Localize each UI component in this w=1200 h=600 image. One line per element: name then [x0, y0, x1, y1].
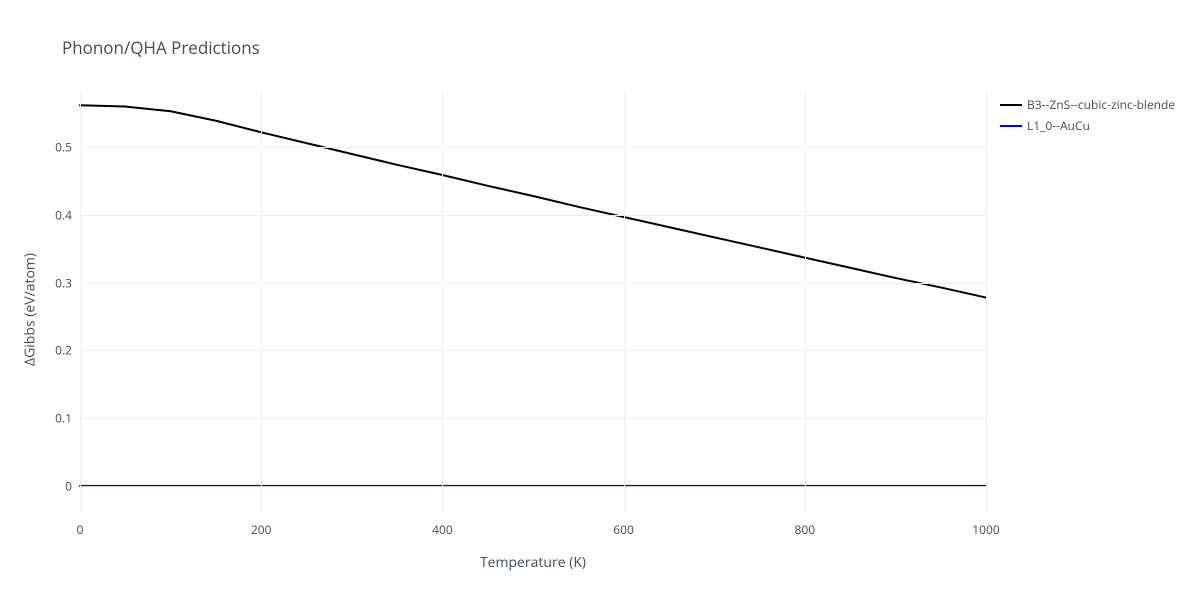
grid-line-v	[442, 93, 443, 513]
x-tick-label: 1000	[972, 521, 999, 538]
x-tick-label: 400	[432, 521, 453, 538]
zero-line	[80, 486, 986, 487]
y-tick-label: 0	[65, 477, 72, 494]
legend-item[interactable]: B3--ZnS--cubic-zinc-blende	[1000, 96, 1175, 113]
grid-line-h	[80, 418, 986, 419]
grid-line-h	[80, 350, 986, 351]
y-axis-title: ΔGibbs (eV/atom)	[21, 253, 40, 366]
x-tick-label: 0	[77, 521, 84, 538]
grid-line-h	[80, 147, 986, 148]
plot-area	[80, 93, 986, 513]
y-tick-label: 0.3	[55, 274, 72, 291]
series-canvas	[80, 93, 986, 513]
grid-line-v	[80, 93, 81, 513]
legend-label: B3--ZnS--cubic-zinc-blende	[1027, 96, 1175, 113]
grid-line-h	[80, 215, 986, 216]
legend-label: L1_0--AuCu	[1027, 117, 1090, 134]
grid-line-v	[261, 93, 262, 513]
x-tick-label: 800	[795, 521, 816, 538]
y-tick-label: 0.5	[55, 139, 72, 156]
chart-title: Phonon/QHA Predictions	[62, 36, 260, 59]
legend: B3--ZnS--cubic-zinc-blende L1_0--AuCu	[1000, 96, 1175, 138]
x-tick-label: 200	[251, 521, 272, 538]
y-tick-label: 0.2	[55, 342, 72, 359]
grid-line-h	[80, 283, 986, 284]
grid-line-v	[986, 93, 987, 513]
x-tick-label: 600	[613, 521, 634, 538]
legend-swatch	[1000, 104, 1022, 106]
y-tick-label: 0.4	[55, 206, 72, 223]
y-tick-label: 0.1	[55, 410, 72, 427]
x-axis-title: Temperature (K)	[480, 553, 586, 572]
grid-line-v	[624, 93, 625, 513]
legend-swatch	[1000, 125, 1022, 127]
grid-line-v	[805, 93, 806, 513]
series-line[interactable]	[80, 105, 986, 297]
legend-item[interactable]: L1_0--AuCu	[1000, 117, 1175, 134]
